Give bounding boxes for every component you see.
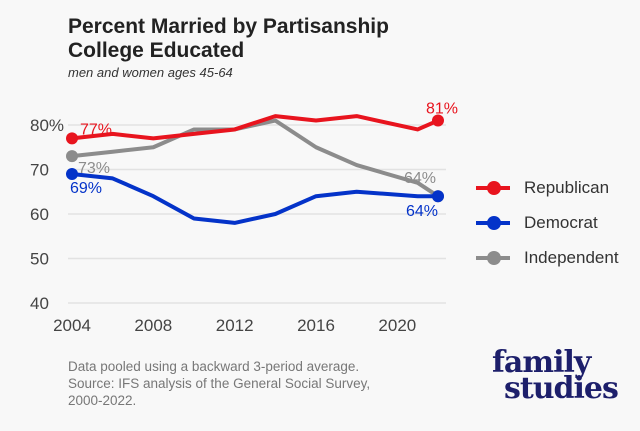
x-tick-label: 2020	[378, 316, 416, 335]
series-line-democrat	[71, 171, 438, 225]
y-tick-label: 70	[30, 161, 49, 180]
source-note: Data pooled using a backward 3-period av…	[68, 358, 370, 409]
data-point	[66, 150, 78, 163]
logo-line: studies	[504, 371, 619, 406]
note-line: 2000-2022.	[68, 393, 137, 408]
legend-item-republican: Republican	[476, 170, 619, 205]
legend-label: Independent	[524, 247, 619, 267]
end-value-label: 64%	[406, 203, 438, 220]
x-tick-label: 2016	[297, 316, 335, 335]
logo-line: family	[492, 345, 591, 380]
note-line: Source: IFS analysis of the General Soci…	[68, 376, 371, 391]
start-value-label: 73%	[78, 160, 110, 177]
chart-title: Percent Married by Partisanship College …	[68, 15, 389, 63]
x-tick-label: 2012	[216, 316, 254, 335]
title-line-1: Percent Married by Partisanship	[68, 15, 389, 38]
family-studies-logo: family studies	[492, 345, 619, 406]
chart-subtitle: men and women ages 45-64	[68, 65, 233, 80]
start-value-label: 69%	[70, 180, 102, 197]
x-tick-label: 2004	[53, 316, 91, 335]
end-value-label: 64%	[404, 170, 436, 187]
legend-label: Republican	[524, 177, 610, 197]
data-point	[66, 132, 78, 145]
legend-marker	[476, 180, 510, 195]
title-line-2: College Educated	[68, 39, 245, 62]
legend-label: Democrat	[524, 212, 598, 232]
end-value-label: 81%	[426, 101, 458, 118]
legend-item-independent: Independent	[476, 240, 619, 275]
series-line-republican	[71, 114, 439, 141]
y-tick-label: 40	[30, 294, 49, 313]
legend-item-democrat: Democrat	[476, 205, 619, 240]
start-value-label: 77%	[80, 121, 112, 138]
x-tick-label: 2008	[134, 316, 172, 335]
y-tick-label: 60	[30, 205, 49, 224]
note-line: Data pooled using a backward 3-period av…	[68, 359, 360, 374]
data-point	[432, 190, 444, 203]
legend-marker	[476, 250, 510, 265]
legend: Republican Democrat Independent	[476, 170, 619, 275]
data-point	[432, 114, 444, 127]
data-point	[66, 167, 78, 180]
legend-marker	[476, 215, 510, 230]
y-tick-label: 80%	[30, 116, 64, 135]
series-line-independent	[71, 118, 440, 198]
y-tick-label: 50	[30, 250, 49, 269]
